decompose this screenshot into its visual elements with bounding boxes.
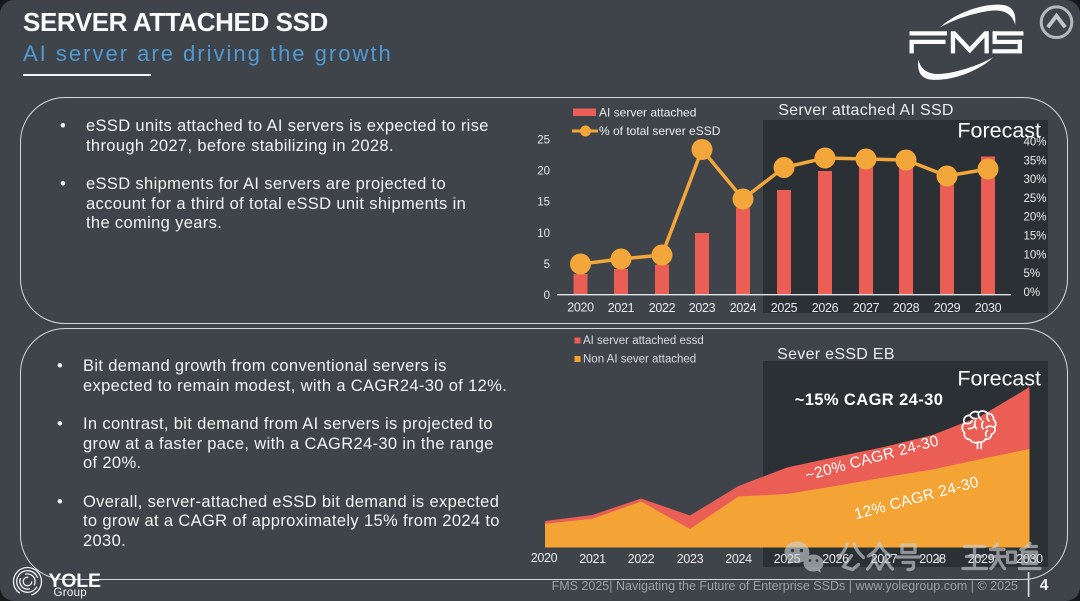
svg-text:2027: 2027 bbox=[871, 552, 898, 566]
svg-text:2023: 2023 bbox=[689, 301, 716, 315]
svg-text:2026: 2026 bbox=[812, 301, 839, 315]
svg-text:~15% CAGR 24-30: ~15% CAGR 24-30 bbox=[795, 391, 944, 409]
svg-text:2024: 2024 bbox=[730, 301, 757, 315]
svg-text:2023: 2023 bbox=[677, 552, 704, 566]
svg-text:2026: 2026 bbox=[822, 552, 849, 566]
svg-text:20%: 20% bbox=[1024, 212, 1047, 224]
svg-text:2020: 2020 bbox=[531, 551, 558, 565]
svg-text:25: 25 bbox=[537, 135, 550, 147]
svg-text:5%: 5% bbox=[1024, 268, 1041, 280]
svg-text:Non AI sever attached: Non AI sever attached bbox=[583, 354, 696, 366]
svg-text:2029: 2029 bbox=[968, 552, 995, 566]
svg-text:15: 15 bbox=[537, 197, 550, 209]
svg-text:4: 4 bbox=[1040, 577, 1049, 594]
svg-text:Forecast: Forecast bbox=[957, 367, 1041, 391]
svg-text:AI server attached: AI server attached bbox=[599, 106, 696, 120]
svg-text:20: 20 bbox=[537, 166, 550, 178]
svg-text:10: 10 bbox=[537, 228, 550, 240]
svg-text:YOLE: YOLE bbox=[49, 570, 101, 592]
svg-text:AI server attached essd: AI server attached essd bbox=[583, 335, 704, 347]
svg-text:0: 0 bbox=[544, 290, 550, 302]
svg-text:2022: 2022 bbox=[649, 301, 676, 315]
svg-text:2025: 2025 bbox=[774, 552, 801, 566]
svg-text:2027: 2027 bbox=[853, 301, 880, 315]
svg-text:2028: 2028 bbox=[893, 301, 920, 315]
svg-text:40%: 40% bbox=[1024, 137, 1047, 149]
svg-text:30%: 30% bbox=[1024, 174, 1047, 186]
svg-text:2030: 2030 bbox=[975, 301, 1002, 315]
svg-text:2021: 2021 bbox=[579, 552, 606, 566]
svg-text:2030: 2030 bbox=[1016, 552, 1043, 566]
svg-text:% of total server eSSD: % of total server eSSD bbox=[599, 124, 721, 138]
svg-text:FMS 2025| Navigating the Futur: FMS 2025| Navigating the Future of Enter… bbox=[552, 579, 1018, 593]
svg-text:25%: 25% bbox=[1024, 193, 1047, 205]
svg-text:2022: 2022 bbox=[628, 552, 655, 566]
svg-text:2025: 2025 bbox=[771, 301, 798, 315]
svg-text:0%: 0% bbox=[1024, 287, 1041, 299]
svg-text:Sever eSSD EB: Sever eSSD EB bbox=[777, 346, 895, 363]
svg-text:2029: 2029 bbox=[934, 301, 961, 315]
svg-text:2020: 2020 bbox=[567, 301, 594, 315]
svg-text:2024: 2024 bbox=[725, 552, 752, 566]
svg-text:2021: 2021 bbox=[608, 301, 635, 315]
svg-text:10%: 10% bbox=[1024, 249, 1047, 261]
svg-text:Group: Group bbox=[54, 587, 87, 599]
svg-text:Forecast: Forecast bbox=[957, 119, 1041, 143]
svg-text:2028: 2028 bbox=[919, 552, 946, 566]
svg-text:5: 5 bbox=[544, 259, 550, 271]
svg-text:15%: 15% bbox=[1024, 231, 1047, 243]
svg-text:Server attached AI SSD: Server attached AI SSD bbox=[778, 102, 954, 119]
svg-text:35%: 35% bbox=[1024, 155, 1047, 167]
